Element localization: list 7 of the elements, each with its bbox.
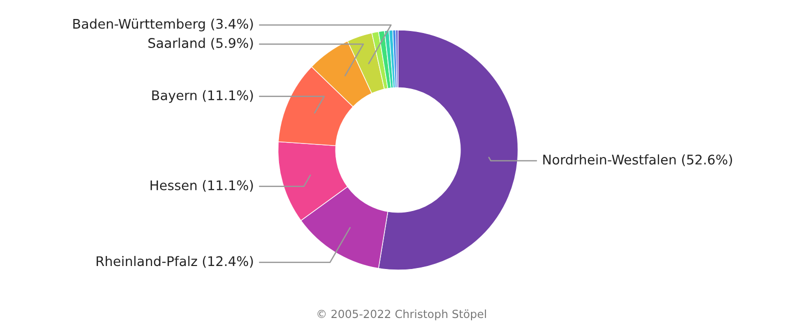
slice-label: Nordrhein-Westfalen (52.6%) xyxy=(543,154,732,166)
slice-label: Saarland (5.9%) xyxy=(148,38,253,50)
slice-label: Baden-Württemberg (3.4%) xyxy=(73,18,253,32)
text: © 2005-2022 Christoph Stöpel xyxy=(318,310,486,320)
slice-label: Hessen (11.1%) xyxy=(150,180,253,192)
slice-label: Bayern (11.1%) xyxy=(152,90,253,103)
slice-label: Rheinland-Pfalz (12.4%) xyxy=(96,256,253,268)
